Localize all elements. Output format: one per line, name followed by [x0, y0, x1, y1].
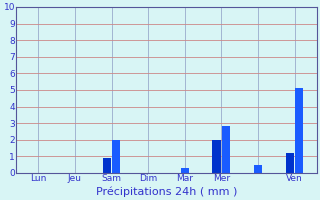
Bar: [112, 140, 120, 173]
Bar: [254, 165, 262, 173]
Bar: [222, 126, 230, 173]
X-axis label: Précipitations 24h ( mm ): Précipitations 24h ( mm ): [96, 186, 237, 197]
Bar: [286, 153, 294, 173]
Bar: [103, 158, 111, 173]
Bar: [212, 140, 220, 173]
Bar: [181, 168, 189, 173]
Bar: [295, 88, 303, 173]
